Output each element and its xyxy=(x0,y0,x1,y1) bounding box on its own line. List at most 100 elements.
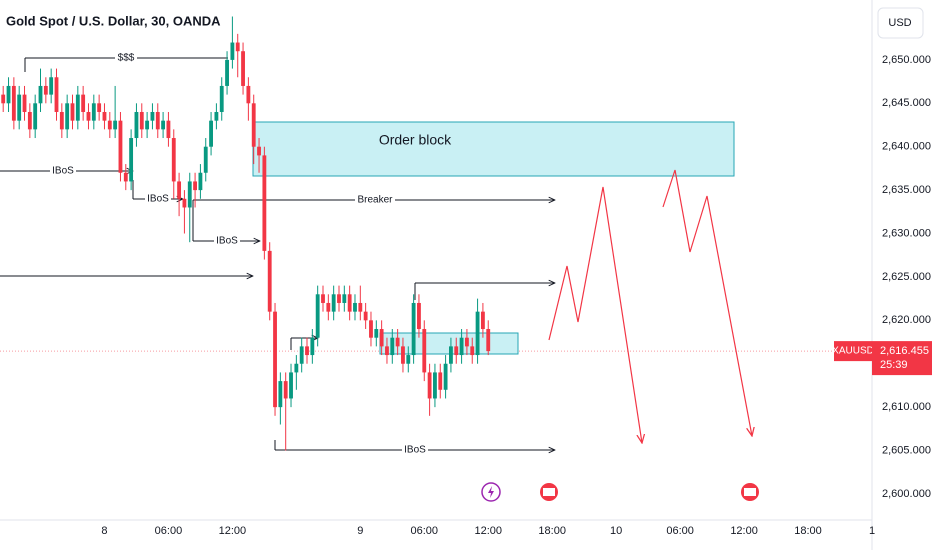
candle-body xyxy=(241,51,245,86)
candle-body xyxy=(406,355,411,364)
x-tick-label: 18:00 xyxy=(794,525,822,537)
candle-body xyxy=(17,94,22,121)
y-tick-label: 2,650.000 xyxy=(882,54,931,66)
candle-body xyxy=(166,120,171,139)
price-badge xyxy=(872,341,932,376)
candle-body xyxy=(305,346,309,356)
chart-title: Gold Spot / U.S. Dollar, 30, OANDA xyxy=(6,13,221,28)
candle-body xyxy=(155,111,160,130)
candle-body xyxy=(246,85,251,104)
y-tick-label: 2,640.000 xyxy=(882,141,931,153)
candle-body xyxy=(59,111,64,130)
candle-body xyxy=(422,329,427,373)
candle-body xyxy=(182,198,187,208)
candle-body xyxy=(427,372,432,399)
candle-body xyxy=(43,85,48,95)
candle-body xyxy=(6,85,11,104)
candle-body xyxy=(342,294,347,303)
y-tick-label: 2,600.000 xyxy=(882,488,931,500)
candle-body xyxy=(129,138,134,182)
currency-button[interactable] xyxy=(877,7,924,39)
candle-body xyxy=(411,302,416,356)
projection-path xyxy=(548,186,642,443)
last-price-label: 2,616.455 xyxy=(880,345,929,357)
y-tick-label: 2,645.000 xyxy=(882,97,931,109)
zone-box xyxy=(379,332,519,355)
label-bg xyxy=(214,234,240,248)
candle-body xyxy=(86,111,91,121)
order-block-label: Order block xyxy=(379,132,452,148)
candle-body xyxy=(251,103,256,147)
x-tick-label: 06:00 xyxy=(155,525,183,537)
candle-body xyxy=(459,337,464,356)
candle-body xyxy=(379,329,384,347)
x-tick-label: 10 xyxy=(610,525,622,537)
candle-body xyxy=(81,94,86,112)
event-icon-glyph xyxy=(744,488,756,496)
candle-body xyxy=(433,372,437,399)
candle-body xyxy=(299,346,304,364)
candle-body xyxy=(470,346,475,356)
candle-body xyxy=(257,146,261,156)
candle-body xyxy=(27,111,32,130)
candle-body xyxy=(75,94,80,121)
label-bg xyxy=(355,193,395,207)
x-tick-label: 12:00 xyxy=(219,525,247,537)
candle-body xyxy=(315,294,320,338)
y-tick-label: 2,610.000 xyxy=(882,401,931,413)
candle-body xyxy=(337,294,341,303)
label-bg xyxy=(50,164,76,178)
x-tick-label: 18:00 xyxy=(538,525,566,537)
order-block-box xyxy=(252,121,735,177)
candle-body xyxy=(390,337,395,356)
symbol-badge xyxy=(834,341,872,362)
candle-body xyxy=(97,103,102,112)
candle-body xyxy=(374,329,379,338)
candle-body xyxy=(11,85,16,121)
candle-body xyxy=(225,59,229,86)
candle-body xyxy=(22,94,27,112)
candle-body xyxy=(417,302,421,330)
ibos-label: IBoS xyxy=(216,236,238,247)
candle-body xyxy=(347,294,352,312)
candle-body xyxy=(363,311,368,321)
x-tick-label: 06:00 xyxy=(666,525,694,537)
label-bg xyxy=(145,192,171,206)
candle-body xyxy=(203,146,208,173)
ibos-label: IBoS xyxy=(147,194,169,205)
candle-body xyxy=(209,120,213,147)
event-icons xyxy=(481,482,759,502)
candle-body xyxy=(230,42,235,60)
breaker-label: Breaker xyxy=(357,195,393,206)
symbol-label: XAUUSD xyxy=(832,346,874,357)
x-tick-label: 8 xyxy=(101,525,107,537)
candle-body xyxy=(150,111,155,121)
currency-label: USD xyxy=(888,17,911,29)
candle-body xyxy=(464,337,469,347)
candle-body xyxy=(145,120,150,130)
label-bg xyxy=(115,51,137,65)
candle-body xyxy=(395,337,400,347)
candle-body xyxy=(113,120,118,130)
candle-body xyxy=(33,103,38,130)
candle-body xyxy=(70,103,75,121)
candle-body xyxy=(1,94,6,104)
candle-body xyxy=(326,302,331,312)
x-tick-label: 12:00 xyxy=(730,525,758,537)
candle-body xyxy=(486,329,491,352)
candle-body xyxy=(443,363,448,390)
candle-body xyxy=(102,111,107,121)
candle-body xyxy=(385,346,389,356)
candle-body xyxy=(139,111,144,130)
candle-body xyxy=(123,172,128,182)
y-tick-label: 2,625.000 xyxy=(882,271,931,283)
projection-path xyxy=(662,169,752,436)
candle-body xyxy=(219,85,224,112)
candle-body xyxy=(331,294,336,312)
candle-body xyxy=(134,111,139,139)
candle-body xyxy=(49,77,54,95)
ibos-label: IBoS xyxy=(52,166,74,177)
candle-body xyxy=(161,120,166,130)
candle-body xyxy=(214,111,219,121)
